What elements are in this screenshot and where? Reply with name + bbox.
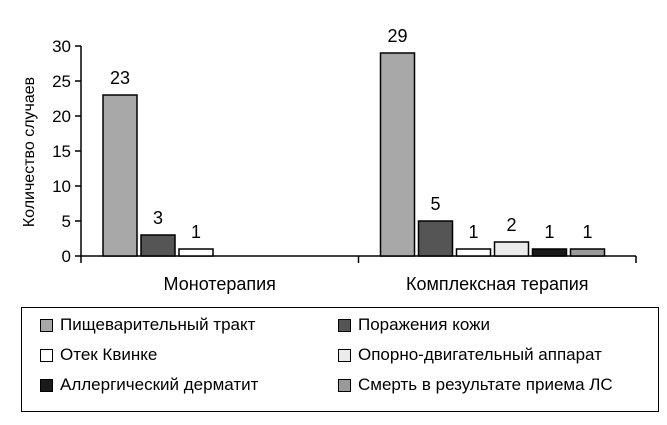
- legend-swatch: [338, 378, 351, 392]
- y-axis: 0 5 10 15 20 25 30: [52, 37, 82, 266]
- legend-swatch: [338, 348, 351, 362]
- legend-item: Аллергический дерматит: [40, 374, 258, 396]
- data-label: 1: [191, 222, 201, 242]
- bar: [455, 248, 492, 257]
- x-axis: Монотерапия Комплексная терапия: [80, 255, 637, 294]
- legend-label: Аллергический дерматит: [60, 375, 259, 394]
- bar: [102, 94, 138, 257]
- legend-swatch: [40, 348, 53, 362]
- data-labels: 23 3 1 29 5 1 2 1 1: [110, 26, 593, 242]
- bar: [531, 248, 568, 257]
- legend-swatch: [338, 318, 351, 332]
- legend-item: Пищеварительный тракт: [40, 314, 255, 336]
- legend-swatch: [40, 378, 53, 392]
- data-label: 2: [506, 215, 516, 235]
- legend-label: Пищеварительный тракт: [60, 315, 256, 334]
- legend: Пищеварительный тракт Поражения кожи Отек …: [21, 307, 659, 412]
- y-tick-label: 10: [52, 177, 71, 196]
- data-label: 29: [387, 26, 407, 46]
- bar: [493, 241, 530, 257]
- legend-item: Опорно-двигательный аппарат: [338, 344, 602, 366]
- data-label: 3: [153, 208, 163, 228]
- bar: [379, 52, 416, 257]
- data-label: 1: [582, 222, 592, 242]
- category-label: Комплексная терапия: [406, 274, 589, 294]
- data-label: 23: [110, 68, 130, 88]
- y-tick-label: 0: [62, 247, 71, 266]
- data-label: 1: [468, 222, 478, 242]
- data-label: 5: [430, 194, 440, 214]
- bars: [102, 52, 606, 257]
- y-tick-label: 30: [52, 37, 71, 56]
- y-tick-label: 15: [52, 142, 71, 161]
- bar: [417, 220, 454, 257]
- bar: [569, 248, 606, 257]
- legend-label: Поражения кожи: [358, 315, 490, 334]
- y-tick-label: 20: [52, 107, 71, 126]
- legend-item: Поражения кожи: [338, 314, 490, 336]
- legend-item: Отек Квинке: [40, 344, 157, 366]
- y-axis-label: Количество случаев: [21, 77, 38, 227]
- bar: [178, 248, 214, 257]
- legend-label: Отек Квинке: [60, 345, 158, 364]
- y-tick-label: 5: [62, 212, 71, 231]
- legend-label: Смерть в результате приема ЛС: [358, 375, 613, 394]
- category-label: Монотерапия: [164, 274, 276, 294]
- legend-label: Опорно-двигательный аппарат: [358, 345, 602, 364]
- legend-swatch: [40, 318, 53, 332]
- legend-item: Смерть в результате приема ЛС: [338, 374, 613, 396]
- y-tick-label: 25: [52, 72, 71, 91]
- data-label: 1: [544, 222, 554, 242]
- bar: [140, 234, 176, 257]
